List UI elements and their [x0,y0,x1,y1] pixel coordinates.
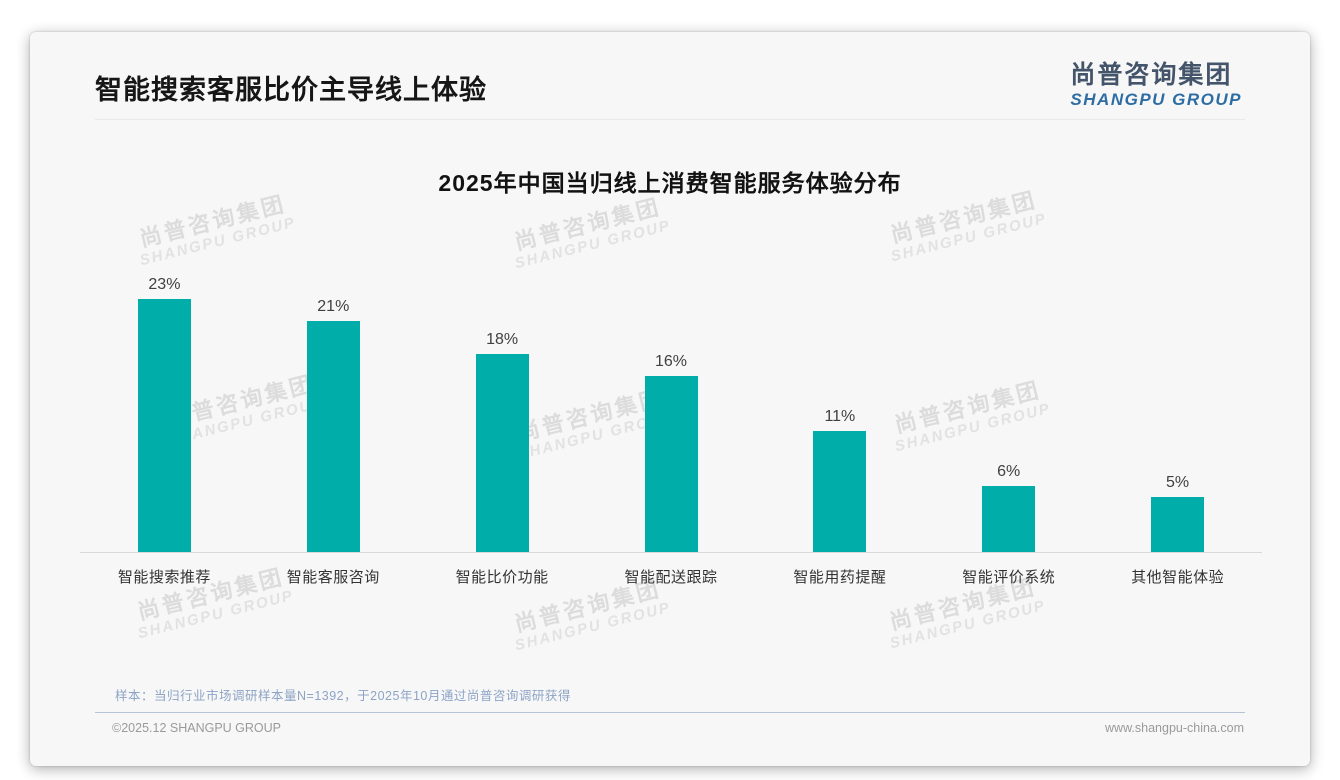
chart-plot-area: 23% 21% 18% 16% 11% 6% 5% [80,239,1262,552]
bar-column: 23% [80,276,249,552]
x-axis-label: 智能配送跟踪 [624,569,718,586]
bar [1151,497,1205,552]
page-title: 智能搜索客服比价主导线上体验 [95,75,487,105]
x-axis-label: 智能客服咨询 [286,569,380,586]
logo-text-cn: 尚普咨询集团 [1070,61,1233,89]
bar-column: 6% [924,463,1093,552]
x-axis-label: 智能搜索推荐 [117,569,211,586]
company-logo: 尚普咨询集团 SHANGPU GROUP [1070,60,1242,110]
watermark-text-en: SHANGPU GROUP [888,597,1048,653]
x-axis-label: 其他智能体验 [1131,569,1225,586]
bar-value-label: 21% [317,298,350,315]
bar-value-label: 6% [997,463,1021,480]
footer-divider [95,712,1245,713]
bar [475,354,529,552]
bar-column: 5% [1093,474,1262,552]
website-text: www.shangpu-china.com [1105,721,1244,735]
bar [306,321,360,552]
title-divider [95,119,1245,120]
sample-note: 样本：当归行业市场调研样本量N=1392，于2025年10月通过尚普咨询调研获得 [115,689,571,703]
bar-value-label: 11% [824,408,856,425]
x-axis-labels: 智能搜索推荐 智能客服咨询 智能比价功能 智能配送跟踪 智能用药提醒 智能评价系统 其他智能… [80,566,1262,587]
watermark-text-en: SHANGPU GROUP [136,587,296,643]
bar [982,486,1036,552]
bar-column: 11% [755,408,924,552]
bar [644,376,698,552]
copyright-text: ©2025.12 SHANGPU GROUP [112,721,281,735]
bar-value-label: 18% [486,331,519,348]
x-axis-label: 智能评价系统 [962,569,1056,586]
chart-title: 2025年中国当归线上消费智能服务体验分布 [438,170,902,196]
x-axis-line [80,552,1262,553]
bar [137,299,191,552]
bar-column: 18% [418,331,587,552]
header: 智能搜索客服比价主导线上体验 尚普咨询集团 SHANGPU GROUP [30,32,1310,119]
bar-column: 21% [249,298,418,552]
footer-row: ©2025.12 SHANGPU GROUP www.shangpu-china… [112,721,1244,735]
bar-chart: 2025年中国当归线上消费智能服务体验分布 23% 21% 18% 16% 11% 6% 5… [30,167,1310,587]
bar-value-label: 16% [654,353,688,370]
bar-value-label: 5% [1166,474,1190,491]
bar-value-label: 23% [148,276,181,293]
x-axis-label: 智能比价功能 [455,569,549,586]
bar-column: 16% [587,353,756,552]
x-axis-label: 智能用药提醒 [793,569,887,586]
bar [813,431,867,552]
watermark-text-en: SHANGPU GROUP [513,599,673,655]
slide-card: 尚普咨询集团 SHANGPU GROUP 尚普咨询集团 SHANGPU GROUP 尚普… [30,32,1310,766]
logo-text-en: SHANGPU GROUP [1070,90,1242,109]
